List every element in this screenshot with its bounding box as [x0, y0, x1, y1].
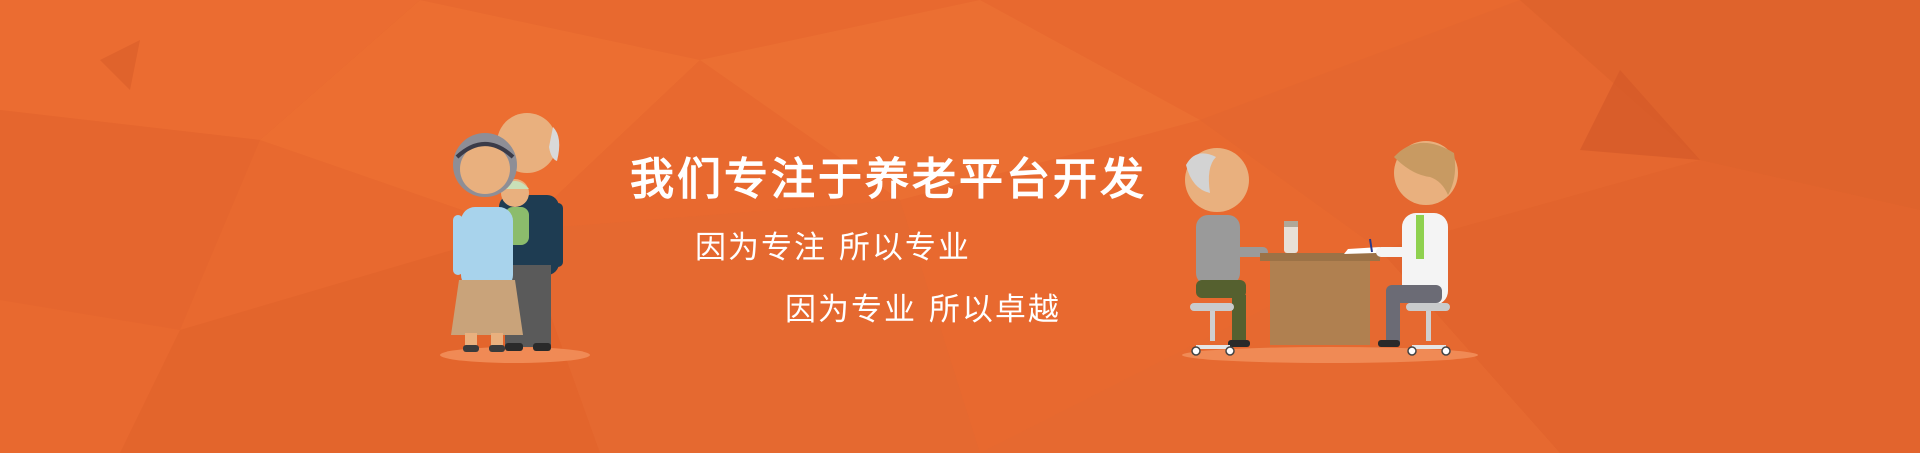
banner-subline-specialize: 因为专注 所以专业: [695, 230, 971, 266]
banner-subline-excellence: 因为专业 所以卓越: [785, 292, 1061, 328]
doctor-consultation-illustration: [1182, 141, 1478, 363]
banner-headline: 我们专注于养老平台开发: [630, 154, 1147, 205]
elderly-family-illustration: [440, 113, 590, 363]
